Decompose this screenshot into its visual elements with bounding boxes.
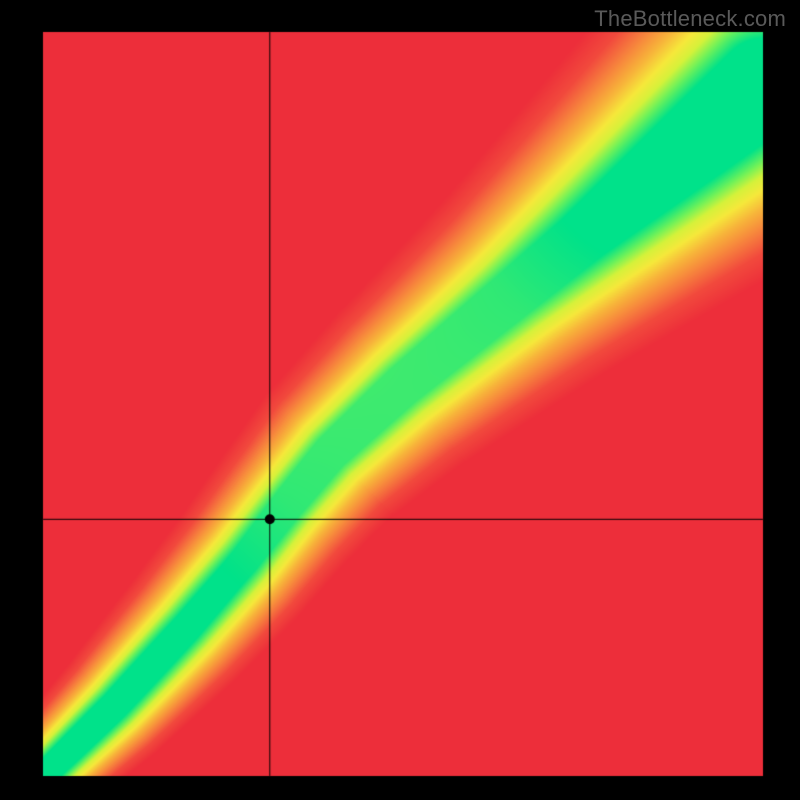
- watermark-label: TheBottleneck.com: [594, 6, 786, 32]
- chart-frame: TheBottleneck.com: [0, 0, 800, 800]
- overlay-canvas: [0, 0, 800, 800]
